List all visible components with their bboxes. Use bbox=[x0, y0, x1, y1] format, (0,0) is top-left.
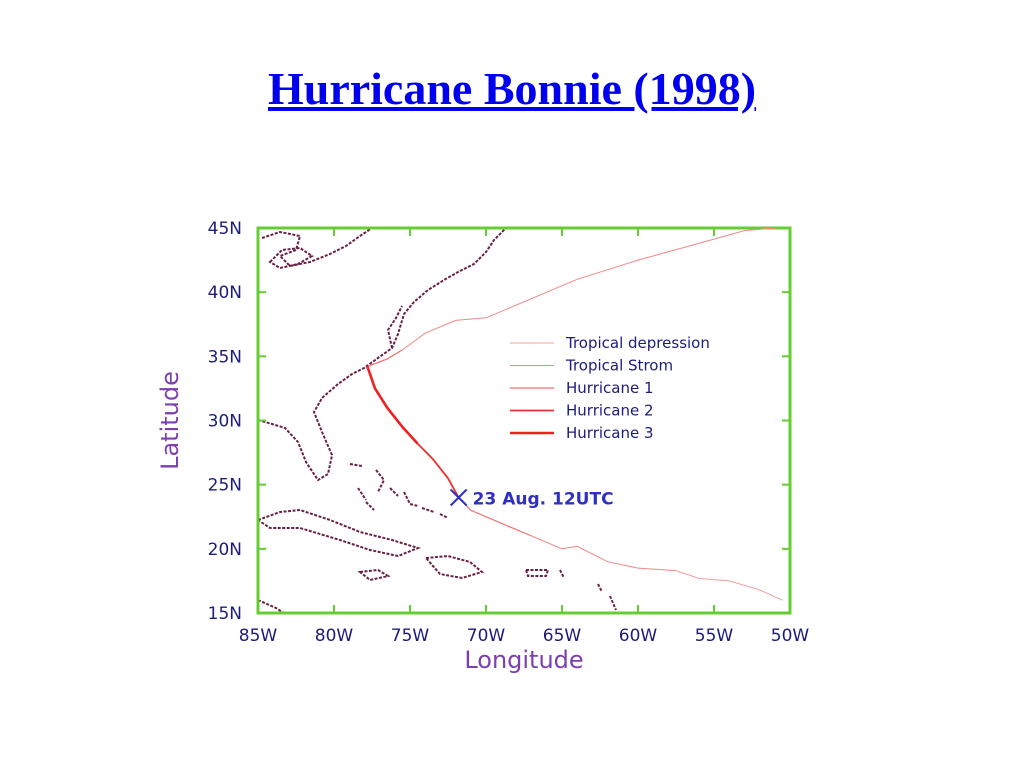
annotation-label: 23 Aug. 12UTC bbox=[473, 490, 614, 510]
gulf-coast bbox=[258, 508, 422, 558]
track-segment bbox=[416, 442, 460, 498]
slide-title: Hurricane Bonnie (1998) bbox=[267, 63, 757, 114]
x-axis-label: Longitude bbox=[464, 646, 583, 674]
x-tick-label: 75W bbox=[391, 626, 430, 646]
x-tick-label: 60W bbox=[619, 626, 658, 646]
y-tick-label: 30N bbox=[208, 412, 242, 432]
legend-label: Hurricane 2 bbox=[566, 402, 654, 420]
y-tick-label: 20N bbox=[208, 540, 242, 560]
bahamas bbox=[349, 463, 449, 519]
y-tick-label: 45N bbox=[208, 219, 242, 239]
x-tick-label: 50W bbox=[771, 626, 810, 646]
legend-label: Tropical depression bbox=[565, 334, 710, 352]
canada-coast bbox=[261, 228, 373, 268]
y-tick-label: 25N bbox=[208, 476, 242, 496]
x-tick-label: 65W bbox=[543, 626, 582, 646]
track-segment bbox=[402, 227, 775, 572]
hispaniola bbox=[423, 554, 485, 580]
y-tick-label: 35N bbox=[208, 347, 242, 367]
y-tick-label: 40N bbox=[208, 283, 242, 303]
x-tick-label: 85W bbox=[239, 626, 278, 646]
plot-frame bbox=[256, 226, 792, 615]
coastlines bbox=[258, 228, 617, 613]
legend-label: Hurricane 1 bbox=[566, 379, 654, 397]
us-east-coast bbox=[258, 228, 507, 482]
chesapeake bbox=[386, 305, 403, 349]
y-axis-label: Latitude bbox=[156, 371, 184, 470]
x-tick-label: 80W bbox=[315, 626, 354, 646]
y-tick-label: 15N bbox=[208, 604, 242, 624]
track-segment bbox=[675, 570, 783, 601]
legend-label: Hurricane 3 bbox=[566, 424, 654, 442]
annotation-marker bbox=[449, 488, 468, 507]
puerto-rico bbox=[524, 569, 550, 577]
jamaica bbox=[357, 568, 391, 582]
x-tick-label: 70W bbox=[467, 626, 506, 646]
track-segment bbox=[366, 366, 419, 445]
legend-label: Tropical Strom bbox=[565, 357, 673, 375]
x-tick-label: 55W bbox=[695, 626, 734, 646]
great-lake bbox=[268, 246, 314, 270]
